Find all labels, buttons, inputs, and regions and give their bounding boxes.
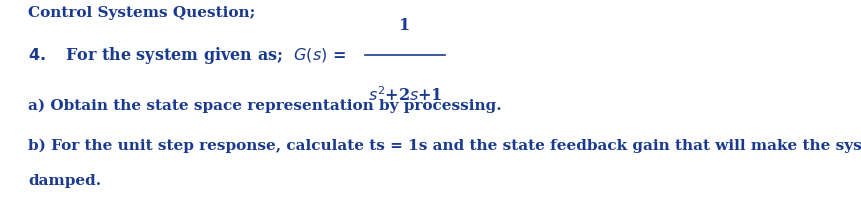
Text: $s^{2}$+2$s$+1: $s^{2}$+2$s$+1 xyxy=(368,86,443,105)
Text: b) For the unit step response, calculate ts = 1s and the state feedback gain tha: b) For the unit step response, calculate… xyxy=(28,139,861,153)
Text: $\mathbf{4.}$   For the system given as;  $G(s)$ =: $\mathbf{4.}$ For the system given as; $… xyxy=(28,45,346,66)
Text: 1: 1 xyxy=(400,17,411,34)
Text: a) Obtain the state space representation by processing.: a) Obtain the state space representation… xyxy=(28,99,502,113)
Text: Control Systems Question;: Control Systems Question; xyxy=(28,6,255,20)
Text: damped.: damped. xyxy=(28,174,101,188)
